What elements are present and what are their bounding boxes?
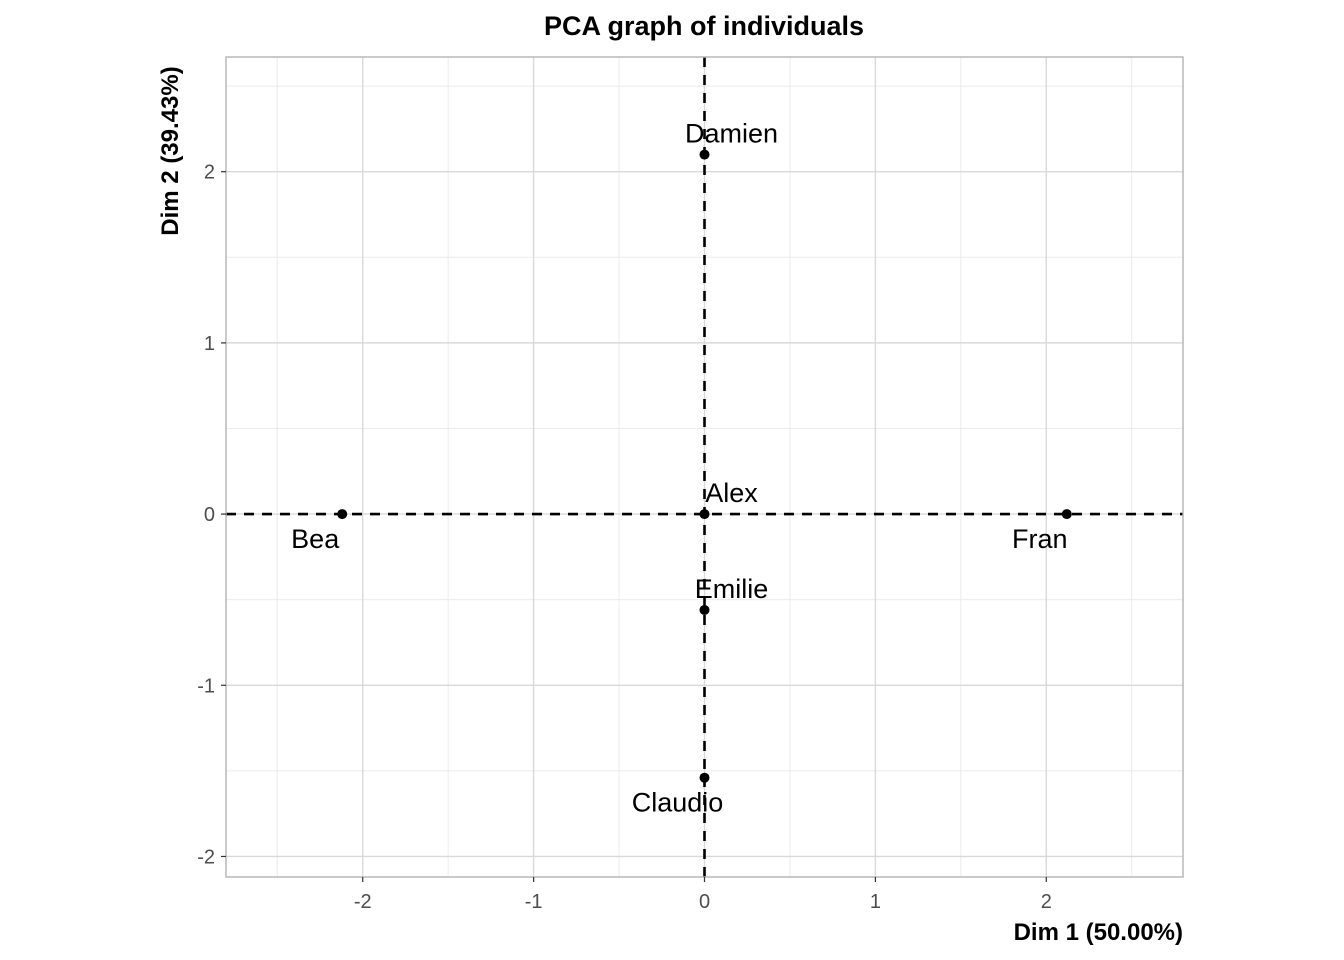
y-tick-label: -2	[197, 846, 215, 868]
point-label: Damien	[685, 119, 778, 149]
x-tick-label: -2	[354, 891, 372, 913]
point-label: Alex	[705, 478, 758, 508]
data-points	[337, 149, 1072, 783]
data-point-labels: Damien Alex Bea Fran Emilie Claudio	[291, 119, 1067, 818]
data-point	[337, 509, 348, 520]
point-label: Bea	[291, 524, 340, 554]
y-tick-label: 0	[204, 504, 215, 526]
data-point	[699, 149, 710, 160]
y-tick-label: 2	[204, 162, 215, 184]
y-axis-title: Dim 2 (39.43%)	[157, 66, 184, 235]
x-axis-title: Dim 1 (50.00%)	[1014, 919, 1183, 946]
x-axis-ticks: -2 -1 0 1 2	[354, 877, 1052, 913]
y-tick-label: -1	[197, 675, 215, 697]
reference-lines	[226, 57, 1183, 877]
point-label: Claudio	[632, 788, 724, 818]
data-point	[699, 509, 710, 520]
y-tick-label: 1	[204, 333, 215, 355]
chart-title: PCA graph of individuals	[544, 11, 864, 41]
major-gridlines	[226, 57, 1183, 877]
data-point	[699, 604, 710, 615]
point-label: Fran	[1012, 524, 1068, 554]
x-tick-label: -1	[525, 891, 543, 913]
x-tick-label: 0	[699, 891, 710, 913]
data-point	[1061, 509, 1072, 520]
x-tick-label: 2	[1041, 891, 1052, 913]
y-axis-ticks: -2 -1 0 1 2	[197, 162, 226, 868]
x-tick-label: 1	[870, 891, 881, 913]
data-point	[699, 772, 710, 783]
point-label: Emilie	[695, 574, 769, 604]
